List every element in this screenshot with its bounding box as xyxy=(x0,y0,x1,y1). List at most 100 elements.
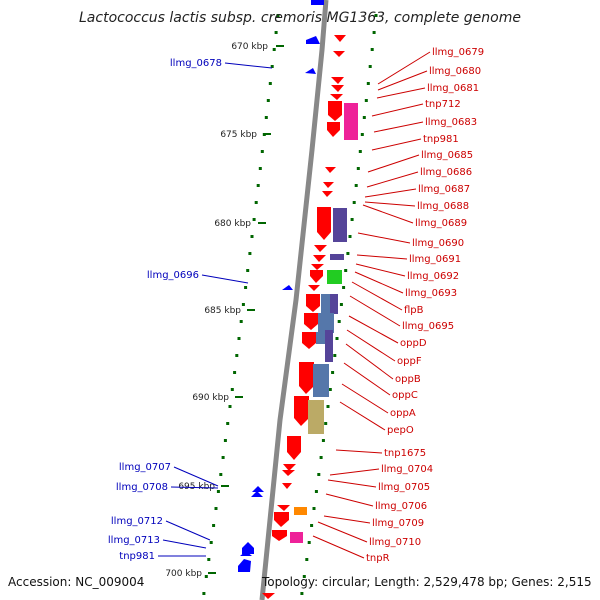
gene-label[interactable]: oppF xyxy=(397,356,422,367)
gene-label[interactable]: llmg_0713 xyxy=(108,535,160,546)
gene-block xyxy=(308,400,324,434)
ring-dot xyxy=(312,507,316,510)
gene-label[interactable]: oppD xyxy=(400,338,427,349)
gene-feature xyxy=(333,51,345,57)
ring-dot xyxy=(337,320,341,323)
gene-label[interactable]: llmg_0692 xyxy=(407,271,459,282)
gene-label[interactable]: llmg_0680 xyxy=(429,66,481,77)
ring-dot xyxy=(228,405,232,408)
scale-label: 685 kbp xyxy=(204,306,241,316)
leader-line xyxy=(224,62,273,69)
gene-label[interactable]: llmg_0707 xyxy=(119,462,171,473)
gene-label[interactable]: llmg_0686 xyxy=(420,167,472,178)
gene-label[interactable]: llmg_0709 xyxy=(372,518,424,529)
gene-label[interactable]: llmg_0691 xyxy=(409,254,461,265)
gene-feature xyxy=(311,0,324,5)
gene-label[interactable]: llmg_0688 xyxy=(417,201,469,212)
ring-dot xyxy=(352,201,356,204)
gene-feature xyxy=(330,94,343,100)
gene-feature xyxy=(314,245,327,252)
scale-label: 695 kbp xyxy=(178,482,215,492)
gene-block xyxy=(325,330,333,362)
gene-block xyxy=(294,507,307,515)
ring-dot xyxy=(356,167,360,170)
gene-label[interactable]: oppA xyxy=(390,408,416,419)
gene-label[interactable]: oppB xyxy=(395,374,421,385)
gene-feature xyxy=(313,255,326,262)
gene-label[interactable]: llmg_0705 xyxy=(378,482,430,493)
gene-label[interactable]: llmg_0685 xyxy=(421,150,473,161)
gene-label[interactable]: llmg_0704 xyxy=(381,464,433,475)
ring-dot xyxy=(274,31,278,34)
ring-dot xyxy=(276,14,280,17)
leader-line xyxy=(364,188,417,198)
gene-label[interactable]: llmg_0706 xyxy=(375,501,427,512)
gene-label[interactable]: llmg_0681 xyxy=(427,83,479,94)
gene-feature xyxy=(272,530,287,541)
leader-line xyxy=(362,204,414,224)
ring-dot xyxy=(241,303,245,306)
ring-dot xyxy=(244,286,248,289)
gene-label[interactable]: llmg_0689 xyxy=(415,218,467,229)
ring-dot xyxy=(364,99,368,102)
gene-label[interactable]: flpB xyxy=(404,305,424,316)
gene-label[interactable]: llmg_0679 xyxy=(432,47,484,58)
gene-label[interactable]: llmg_0712 xyxy=(111,516,163,527)
leader-line xyxy=(329,468,380,476)
gene-label[interactable]: tnp712 xyxy=(425,99,461,110)
ring-dot xyxy=(209,541,213,544)
gene-label[interactable]: llmg_0690 xyxy=(412,238,464,249)
gene-label[interactable]: llmg_0687 xyxy=(418,184,470,195)
ring-dot xyxy=(358,150,362,153)
gene-label[interactable]: tnp981 xyxy=(423,134,459,145)
gene-label[interactable]: llmg_0696 xyxy=(147,270,199,281)
ring-dot xyxy=(226,422,230,425)
ring-dot xyxy=(302,575,306,578)
gene-feature xyxy=(310,270,323,283)
gene-label[interactable]: oppC xyxy=(392,390,418,401)
ring-dot xyxy=(207,558,211,561)
gene-feature xyxy=(240,551,252,556)
gene-label[interactable]: tnp1675 xyxy=(384,448,426,459)
gene-label[interactable]: llmg_0683 xyxy=(425,117,477,128)
leader-line xyxy=(165,520,211,541)
leader-line xyxy=(325,493,374,507)
gene-label[interactable]: pepO xyxy=(387,425,414,436)
gene-feature xyxy=(282,483,292,489)
gene-feature xyxy=(323,182,334,188)
genome-backbone xyxy=(259,0,329,600)
ring-dot xyxy=(221,456,225,459)
gene-feature xyxy=(252,486,264,492)
leader-line xyxy=(356,254,408,260)
ring-dot xyxy=(344,269,348,272)
ring-dot xyxy=(264,116,268,119)
leader-line xyxy=(335,449,383,454)
gene-block xyxy=(330,254,344,260)
gene-label[interactable]: llmg_0693 xyxy=(405,288,457,299)
ring-dot xyxy=(204,575,208,578)
reverse-strand-genes xyxy=(238,0,324,572)
leader-line xyxy=(354,271,404,294)
ring-dot xyxy=(305,558,309,561)
leader-line xyxy=(317,521,368,543)
gene-label[interactable]: tnp981 xyxy=(119,551,155,562)
ring-dot xyxy=(333,354,337,357)
gene-block xyxy=(333,208,347,242)
ring-dot xyxy=(212,524,216,527)
leader-line xyxy=(366,171,419,188)
ring-dot xyxy=(250,235,254,238)
scale-label: 690 kbp xyxy=(192,393,229,403)
accession-text: Accession: NC_009004 xyxy=(8,575,145,589)
gene-feature xyxy=(325,167,336,173)
ring-dot xyxy=(317,473,321,476)
leader-line xyxy=(377,51,431,85)
gene-label[interactable]: llmg_0695 xyxy=(402,321,454,332)
leader-line xyxy=(355,263,406,277)
gene-label[interactable]: llmg_0678 xyxy=(170,58,222,69)
genome-summary-text: Topology: circular; Length: 2,529,478 bp… xyxy=(262,575,592,589)
gene-label[interactable]: llmg_0710 xyxy=(369,537,421,548)
gene-label[interactable]: tnpR xyxy=(366,553,390,564)
gene-label[interactable]: llmg_0708 xyxy=(116,482,168,493)
scale-ticks: 670 kbp 675 kbp 680 kbp 685 kbp 690 kbp … xyxy=(165,42,284,579)
ring-dot xyxy=(266,99,270,102)
